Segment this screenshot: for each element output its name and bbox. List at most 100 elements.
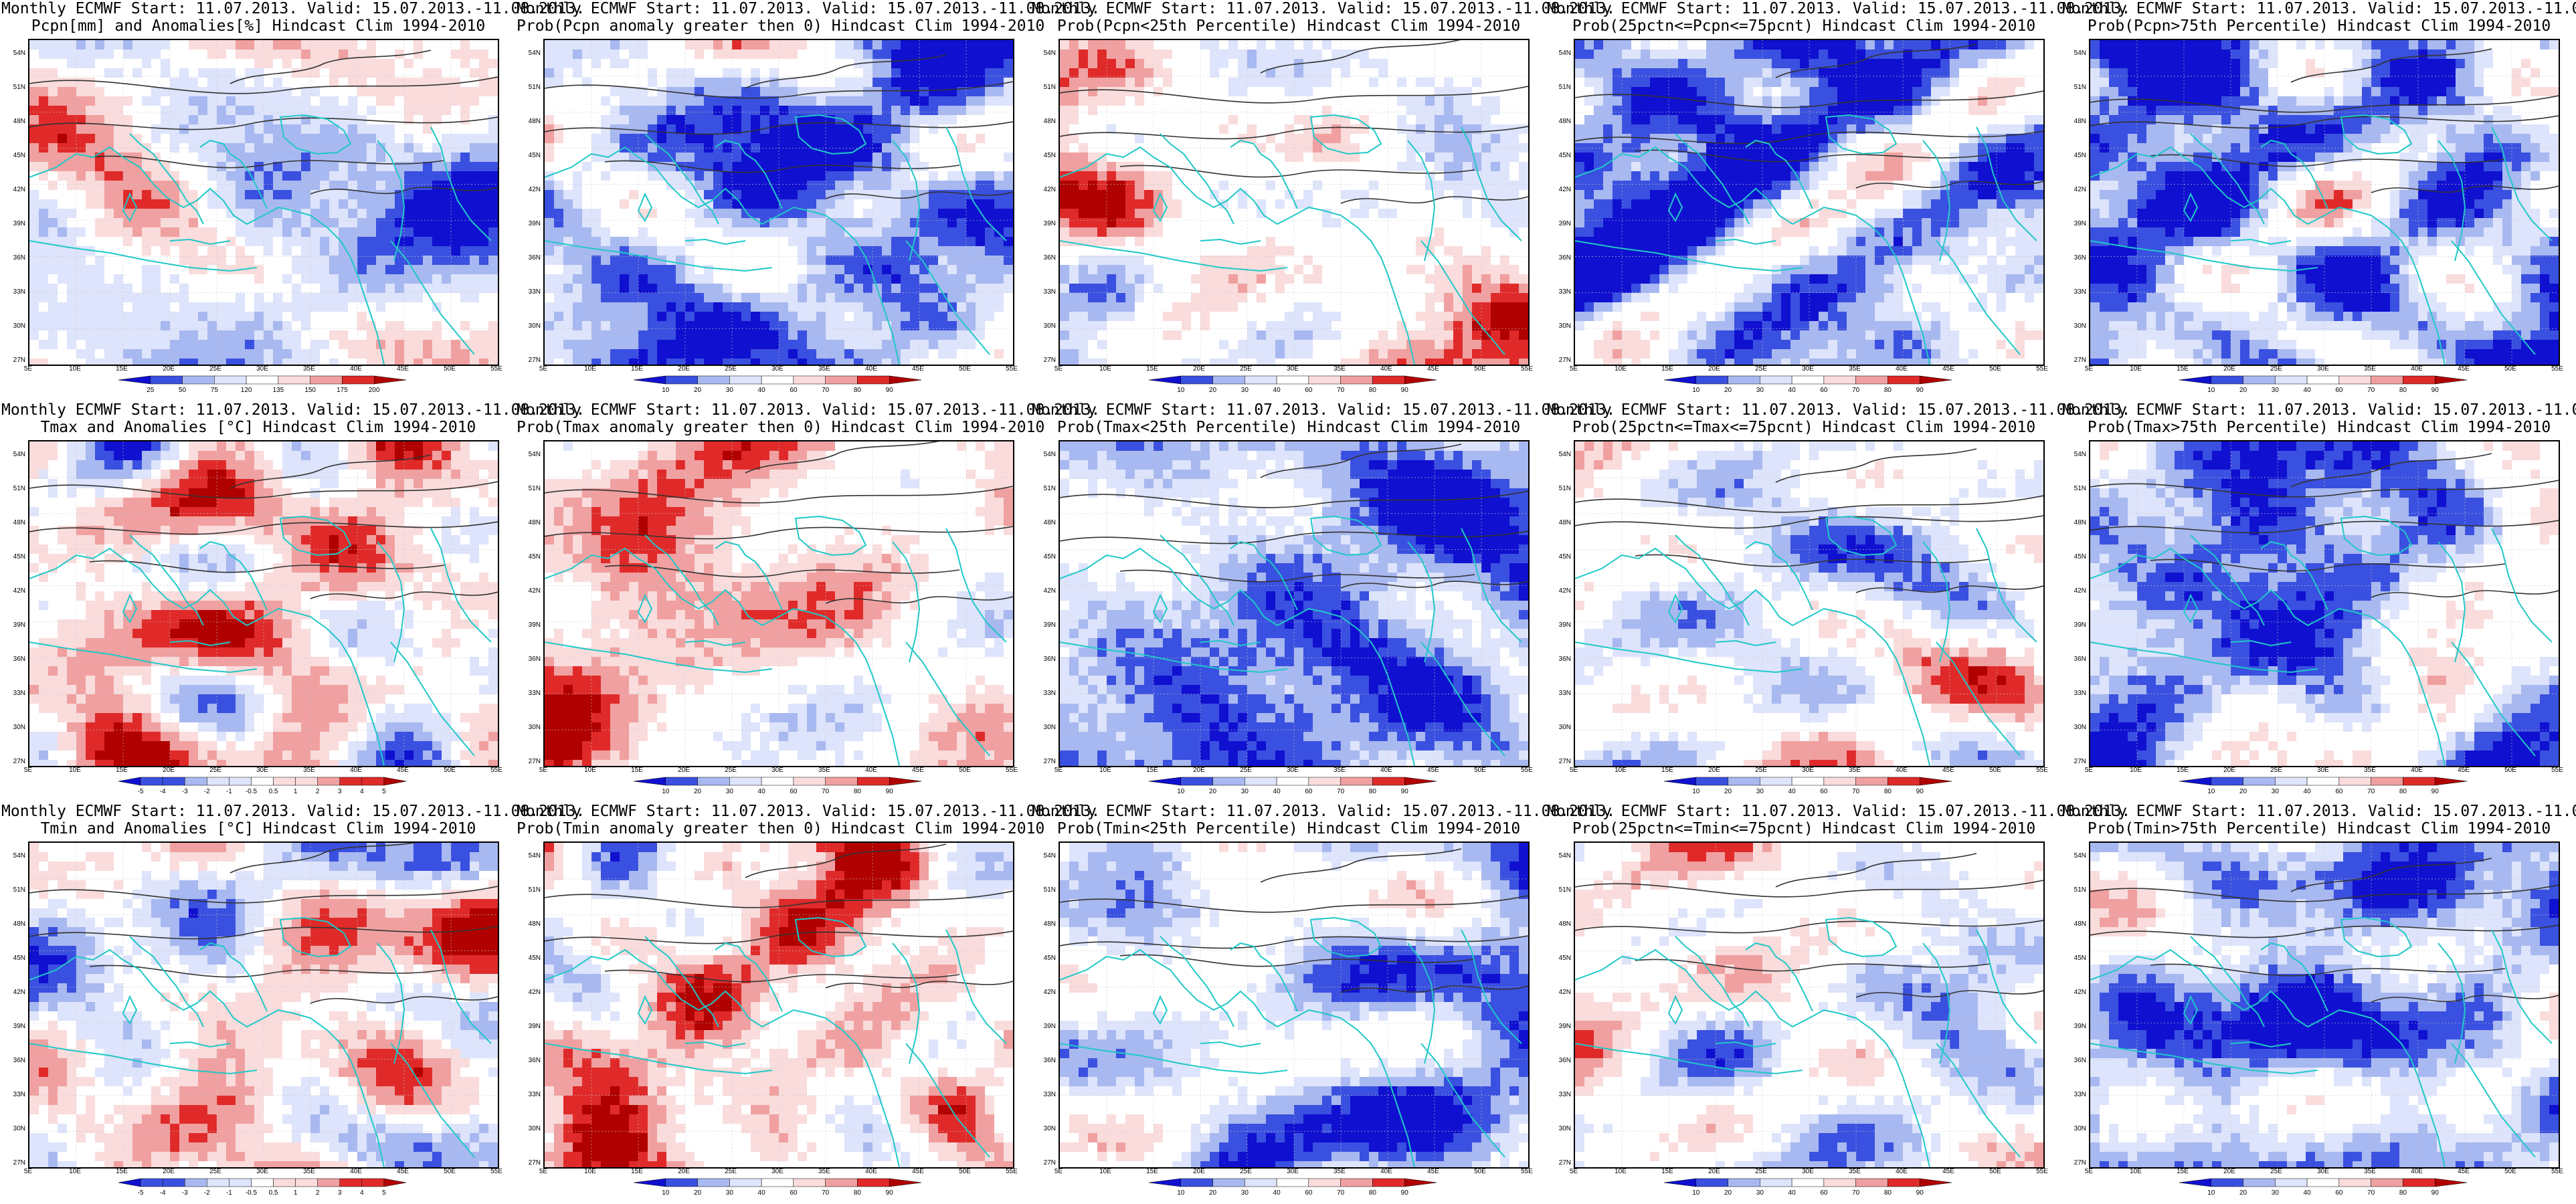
colorbar-tick-label: 40 bbox=[2294, 788, 2320, 795]
colorbar-segment bbox=[1791, 375, 1825, 385]
latitude-label: 42N bbox=[517, 587, 541, 595]
colorbar-tick-label: 0.5 bbox=[260, 1189, 287, 1197]
longitude-label: 45E bbox=[2450, 1168, 2477, 1175]
latitude-label: 33N bbox=[2062, 288, 2086, 296]
colorbar-segment bbox=[761, 777, 794, 786]
latitude-label: 51N bbox=[1032, 84, 1056, 91]
colorbar-tick-label: 80 bbox=[1874, 788, 1901, 795]
colorbar-segment bbox=[665, 777, 698, 786]
latitude-label: 48N bbox=[2062, 519, 2086, 526]
latitude-label: 45N bbox=[2062, 955, 2086, 962]
longitude-label: 20E bbox=[1701, 1168, 1728, 1175]
colorbar-segment bbox=[1855, 777, 1888, 786]
colorbar-tick-label: 1 bbox=[282, 788, 309, 795]
forecast-panel: Monthly ECMWF Start: 11.07.2013. Valid: … bbox=[1547, 401, 2130, 803]
forecast-panel: Monthly ECMWF Start: 11.07.2013. Valid: … bbox=[2062, 803, 2576, 1204]
colorbar-tick-label: -3 bbox=[171, 1189, 198, 1197]
colorbar-segment bbox=[1276, 1178, 1309, 1187]
colorbar-segment bbox=[207, 1178, 229, 1187]
latitude-label: 27N bbox=[1, 758, 25, 765]
longitude-label: 45E bbox=[389, 1168, 416, 1175]
colorbar bbox=[118, 777, 407, 786]
longitude-label: 45E bbox=[2450, 365, 2477, 373]
colorbar-tick-label: 70 bbox=[812, 387, 839, 394]
forecast-panel: Monthly ECMWF Start: 11.07.2013. Valid: … bbox=[1032, 803, 1615, 1204]
colorbar-segment bbox=[1760, 375, 1792, 385]
latitude-label: 45N bbox=[1547, 955, 1571, 962]
colorbar-tick-label: 70 bbox=[1843, 387, 1869, 394]
colorbar bbox=[633, 1178, 922, 1187]
forecast-panel: Monthly ECMWF Start: 11.07.2013. Valid: … bbox=[1547, 803, 2130, 1204]
latitude-label: 30N bbox=[1, 724, 25, 731]
longitude-label: 40E bbox=[343, 767, 369, 774]
colorbar bbox=[1663, 375, 1952, 385]
colorbar-tick-label: 5 bbox=[371, 1189, 397, 1197]
latitude-label: 42N bbox=[1547, 587, 1571, 595]
colorbar-segment bbox=[2211, 375, 2243, 385]
longitude-label: 5E bbox=[530, 767, 557, 774]
shaded-field bbox=[1060, 843, 1528, 1167]
longitude-label: 50E bbox=[951, 365, 978, 373]
latitude-label: 51N bbox=[1, 485, 25, 492]
latitude-label: 39N bbox=[1547, 220, 1571, 227]
longitude-label: 15E bbox=[624, 1168, 650, 1175]
panel-subtitle: Prob(25pctn<=Pcpn<=75pcnt) Hindcast Clim… bbox=[1547, 17, 2061, 35]
colorbar-tick-label: -0.5 bbox=[238, 1189, 264, 1197]
latitude-label: 54N bbox=[517, 49, 541, 57]
longitude-label: 30E bbox=[764, 767, 791, 774]
longitude-label: 50E bbox=[1467, 365, 1493, 373]
panel-title: Monthly ECMWF Start: 11.07.2013. Valid: … bbox=[1032, 803, 1615, 820]
colorbar-tick-label: 90 bbox=[2421, 1189, 2448, 1197]
longitude-label: 25E bbox=[1748, 1168, 1774, 1175]
latitude-label: 30N bbox=[2062, 1125, 2086, 1132]
colorbar-tick-label: 50 bbox=[169, 387, 196, 394]
colorbar-tick-label: 70 bbox=[2358, 387, 2385, 394]
panel-title: Monthly ECMWF Start: 11.07.2013. Valid: … bbox=[1547, 0, 2130, 17]
colorbar bbox=[2179, 375, 2468, 385]
colorbar-segment bbox=[857, 375, 890, 385]
colorbar-tick-label: 90 bbox=[876, 387, 903, 394]
colorbar-segment bbox=[1340, 1178, 1373, 1187]
colorbar-segment bbox=[1728, 777, 1760, 786]
longitude-label: 45E bbox=[1935, 365, 1962, 373]
latitude-label: 39N bbox=[2062, 1023, 2086, 1030]
latitude-label: 33N bbox=[1, 690, 25, 697]
latitude-label: 27N bbox=[1547, 357, 1571, 364]
colorbar-segment bbox=[162, 777, 185, 786]
latitude-label: 36N bbox=[1032, 656, 1056, 663]
colorbar-segment bbox=[2434, 1178, 2468, 1187]
longitude-label: 20E bbox=[1701, 365, 1728, 373]
colorbar-tick-label: 40 bbox=[1778, 788, 1805, 795]
latitude-label: 54N bbox=[1547, 451, 1571, 458]
colorbar-tick-label: -4 bbox=[149, 1189, 176, 1197]
colorbar-segment bbox=[1276, 777, 1309, 786]
latitude-label: 51N bbox=[2062, 485, 2086, 492]
latitude-label: 42N bbox=[1032, 587, 1056, 595]
latitude-label: 30N bbox=[517, 322, 541, 330]
longitude-label: 20E bbox=[1186, 1168, 1212, 1175]
longitude-label: 55E bbox=[2029, 767, 2055, 774]
shaded-field bbox=[29, 441, 498, 766]
colorbar-tick-label: 20 bbox=[684, 788, 711, 795]
forecast-map bbox=[1059, 440, 1530, 767]
latitude-label: 30N bbox=[517, 1125, 541, 1132]
colorbar-tick-label: 40 bbox=[1263, 1189, 1290, 1197]
colorbar-segment bbox=[1404, 777, 1437, 786]
longitude-label: 40E bbox=[1888, 1168, 1915, 1175]
latitude-label: 45N bbox=[517, 553, 541, 561]
colorbar bbox=[1148, 375, 1437, 385]
latitude-label: 54N bbox=[1032, 451, 1056, 458]
latitude-label: 36N bbox=[1, 254, 25, 262]
colorbar-segment bbox=[633, 777, 666, 786]
colorbar-segment bbox=[697, 777, 730, 786]
latitude-label: 48N bbox=[517, 519, 541, 526]
colorbar-segment bbox=[1695, 777, 1728, 786]
colorbar-segment bbox=[273, 777, 296, 786]
longitude-label: 10E bbox=[1607, 365, 1634, 373]
colorbar-segment bbox=[2403, 1178, 2435, 1187]
colorbar bbox=[1663, 1178, 1952, 1187]
latitude-label: 36N bbox=[517, 254, 541, 262]
colorbar-tick-label: 10 bbox=[1683, 387, 1710, 394]
forecast-panel: Monthly ECMWF Start: 11.07.2013. Valid: … bbox=[517, 803, 1100, 1204]
latitude-label: 45N bbox=[1032, 955, 1056, 962]
